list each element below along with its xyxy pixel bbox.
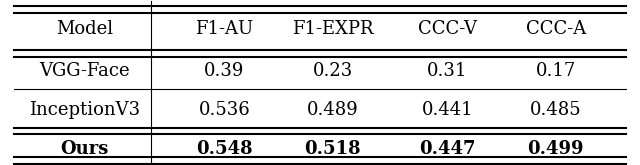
Text: 0.485: 0.485 [530, 101, 582, 119]
Text: InceptionV3: InceptionV3 [29, 101, 140, 119]
Text: 0.489: 0.489 [307, 101, 358, 119]
Text: F1-EXPR: F1-EXPR [292, 20, 374, 38]
Text: 0.518: 0.518 [305, 140, 361, 158]
Text: Ours: Ours [60, 140, 108, 158]
Text: 0.23: 0.23 [312, 62, 353, 80]
Text: F1-AU: F1-AU [195, 20, 253, 38]
Text: 0.499: 0.499 [527, 140, 584, 158]
Text: CCC-A: CCC-A [525, 20, 586, 38]
Text: CCC-V: CCC-V [418, 20, 477, 38]
Text: 0.536: 0.536 [198, 101, 250, 119]
Text: Model: Model [56, 20, 113, 38]
Text: 0.31: 0.31 [428, 62, 468, 80]
Text: 0.39: 0.39 [204, 62, 244, 80]
Text: VGG-Face: VGG-Face [39, 62, 129, 80]
Text: 0.17: 0.17 [536, 62, 576, 80]
Text: 0.441: 0.441 [422, 101, 473, 119]
Text: 0.447: 0.447 [419, 140, 476, 158]
Text: 0.548: 0.548 [196, 140, 253, 158]
